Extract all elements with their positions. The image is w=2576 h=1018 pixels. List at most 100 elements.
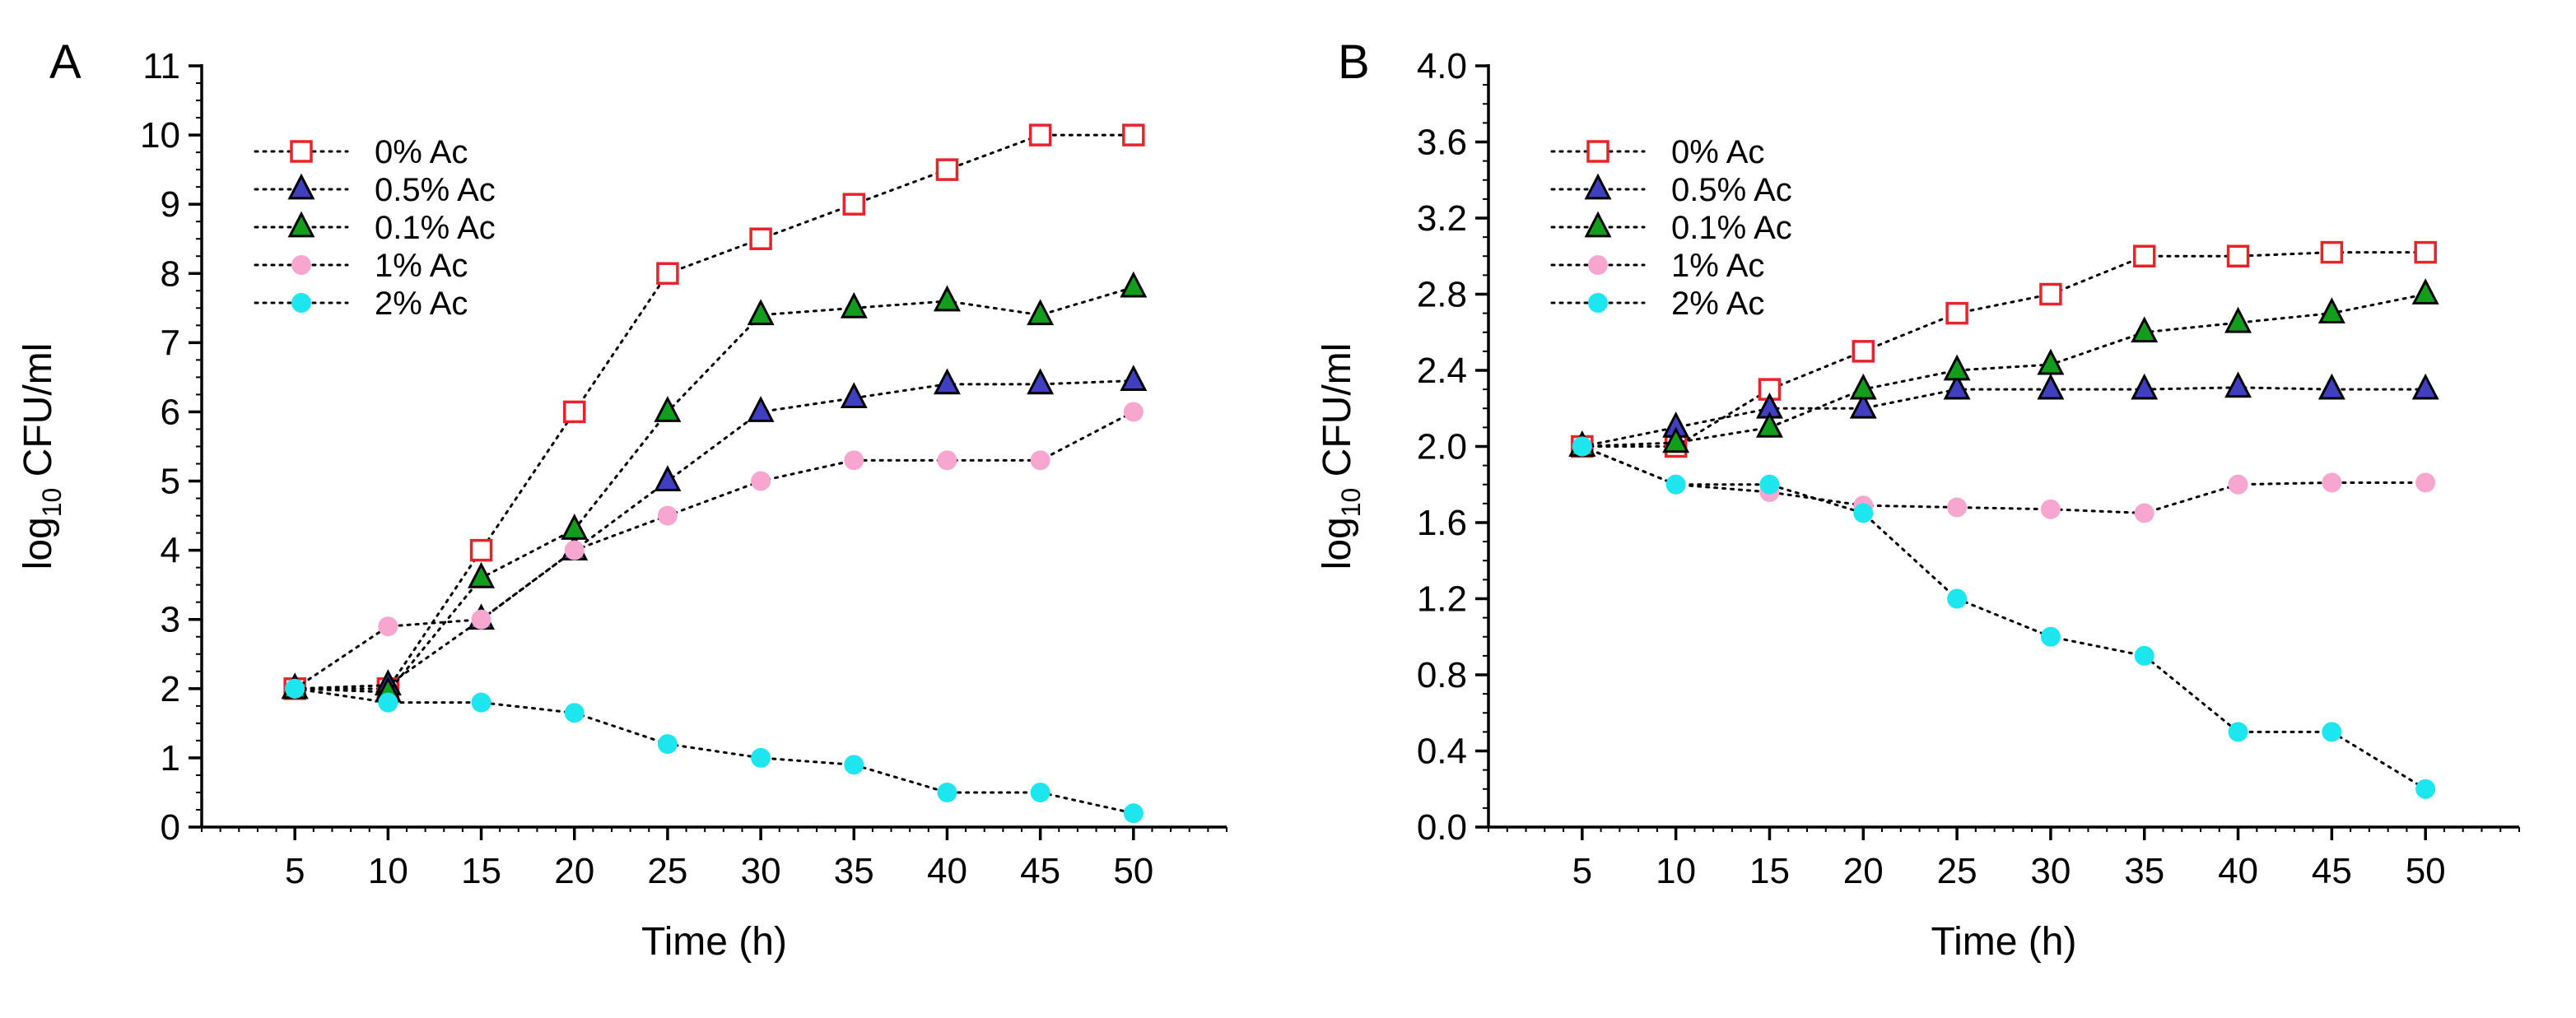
data-point — [2228, 722, 2248, 742]
y-tick-label: 11 — [142, 46, 180, 86]
data-point — [2322, 472, 2342, 493]
data-point — [933, 285, 961, 312]
y-tick-label: 4.0 — [1417, 46, 1467, 86]
data-point — [2226, 244, 2250, 267]
series-2pct-ac — [285, 678, 1144, 824]
y-axis-label: log10 CFU/ml — [16, 343, 67, 570]
data-point — [2228, 474, 2248, 495]
data-point — [562, 400, 586, 424]
x-tick-label: 5 — [1572, 851, 1592, 891]
x-tick-label: 35 — [2124, 851, 2164, 891]
legend: 0% Ac0.5% Ac0.1% Ac1% Ac2% Ac — [254, 134, 496, 322]
data-point — [2317, 373, 2345, 400]
y-tick-label: 2.4 — [1417, 351, 1467, 391]
y-axis-label-unit: CFU/ml — [1316, 343, 1359, 488]
y-tick-label: 10 — [140, 115, 180, 156]
data-point — [2414, 240, 2437, 264]
series-line — [1581, 386, 2427, 448]
data-point — [751, 471, 771, 491]
data-point — [2037, 373, 2065, 400]
y-axis-label-subscript: 10 — [37, 488, 67, 518]
x-tick-label: 25 — [1937, 851, 1977, 891]
data-point — [2322, 722, 2342, 742]
legend: 0% Ac0.5% Ac0.1% Ac1% Ac2% Ac — [1550, 134, 1792, 322]
legend-marker — [290, 140, 313, 163]
legend-label: 0.5% Ac — [375, 172, 496, 208]
data-point — [1853, 503, 1874, 523]
x-tick-label: 15 — [461, 851, 501, 891]
x-tick-label: 10 — [1656, 851, 1696, 891]
data-point — [2134, 645, 2154, 666]
data-point — [2224, 306, 2252, 333]
y-tick-label: 1.2 — [1417, 579, 1467, 620]
y-axis-label: log10 CFU/ml — [1316, 343, 1366, 570]
data-point — [656, 262, 679, 286]
data-point — [1027, 299, 1055, 326]
data-point — [933, 368, 961, 395]
legend-marker — [1588, 255, 1608, 275]
legend-label: 2% Ac — [1671, 286, 1764, 322]
data-point — [2131, 373, 2159, 400]
data-point — [1120, 365, 1148, 392]
y-axis-label-log: log — [1316, 517, 1359, 569]
data-point — [2317, 297, 2345, 324]
series-line — [1581, 445, 2427, 514]
legend-label: 1% Ac — [1671, 248, 1764, 284]
legend-marker — [287, 173, 315, 200]
data-point — [1755, 411, 1783, 438]
series-line — [293, 410, 1135, 690]
series-0-1pct-ac — [281, 271, 1148, 703]
data-point — [1122, 123, 1145, 146]
data-point — [657, 734, 678, 755]
data-point — [378, 692, 398, 713]
panel-label: B — [1338, 35, 1370, 89]
data-point — [840, 291, 868, 318]
data-point — [844, 450, 864, 471]
legend-label: 2% Ac — [375, 286, 468, 322]
data-point — [1945, 301, 1968, 325]
legend-marker — [291, 255, 311, 275]
data-point — [1030, 450, 1050, 471]
data-point — [1120, 271, 1148, 298]
data-point — [937, 450, 957, 471]
series-line — [1581, 445, 2427, 791]
x-tick-label: 50 — [1113, 851, 1153, 891]
data-point — [564, 703, 585, 723]
y-tick-label: 9 — [161, 184, 180, 225]
data-point — [2415, 472, 2436, 493]
legend-marker — [1586, 140, 1609, 163]
series-line — [293, 286, 1135, 694]
y-tick-label: 2.8 — [1417, 275, 1467, 315]
data-point — [561, 514, 589, 540]
x-tick-label: 10 — [368, 851, 408, 891]
data-point — [749, 227, 772, 250]
series-1pct-ac — [1572, 436, 2436, 523]
legend-marker — [1588, 293, 1608, 313]
x-axis-label: Time (h) — [1931, 920, 2077, 964]
x-tick-label: 20 — [554, 851, 594, 891]
data-point — [469, 538, 493, 562]
data-point — [1852, 340, 1875, 363]
legend-marker — [1584, 173, 1612, 200]
data-point — [1759, 474, 1780, 495]
data-point — [2040, 626, 2061, 647]
data-point — [657, 505, 678, 526]
y-tick-label: 3 — [161, 600, 180, 640]
series-0-1pct-ac — [1568, 278, 2439, 457]
series-line — [293, 133, 1135, 690]
data-point — [1123, 803, 1144, 824]
x-tick-label: 45 — [1020, 851, 1060, 891]
legend-label: 0.1% Ac — [1671, 210, 1792, 246]
data-point — [935, 158, 959, 181]
data-point — [1849, 392, 1877, 419]
data-point — [2039, 282, 2062, 306]
data-point — [2037, 348, 2065, 375]
data-point — [654, 396, 682, 422]
data-point — [285, 678, 305, 699]
x-tick-label: 40 — [2218, 851, 2258, 891]
data-point — [844, 755, 864, 775]
data-point — [747, 396, 775, 422]
panel-b: B 0.0 0.4 0.8 1.2 1.6 2.0 2.4 2.8 3.2 3.6 4.0 5 10 15 2… — [1316, 35, 2520, 964]
